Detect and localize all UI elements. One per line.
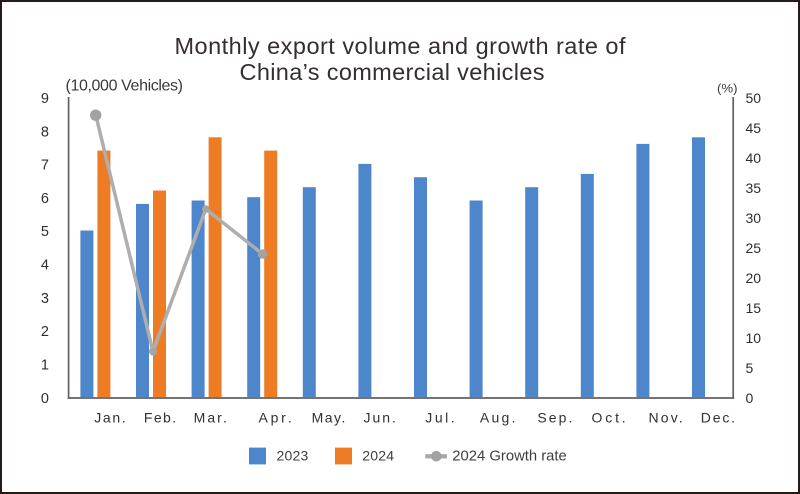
- svg-text:20: 20: [746, 270, 762, 286]
- svg-text:15: 15: [746, 300, 762, 316]
- svg-text:China’s commercial vehicles: China’s commercial vehicles: [240, 59, 545, 85]
- svg-text:(10,000 Vehicles): (10,000 Vehicles): [66, 78, 184, 95]
- svg-text:4: 4: [41, 258, 49, 274]
- svg-text:0: 0: [41, 391, 49, 407]
- svg-text:Apr.: Apr.: [258, 410, 291, 426]
- svg-text:10: 10: [746, 330, 762, 346]
- svg-text:May.: May.: [312, 410, 346, 426]
- svg-text:Jul.: Jul.: [425, 410, 454, 426]
- svg-text:25: 25: [746, 240, 762, 256]
- svg-text:Dec.: Dec.: [701, 410, 735, 426]
- svg-text:2023: 2023: [277, 448, 309, 464]
- svg-text:7: 7: [41, 158, 49, 174]
- svg-text:Jan.: Jan.: [94, 410, 126, 426]
- svg-text:Nov.: Nov.: [649, 410, 683, 426]
- svg-text:40: 40: [746, 150, 762, 166]
- svg-text:35: 35: [746, 180, 762, 196]
- svg-text:2024 Growth rate: 2024 Growth rate: [452, 449, 567, 465]
- svg-text:Sep.: Sep.: [537, 410, 572, 426]
- svg-text:Oct.: Oct.: [592, 410, 626, 426]
- svg-text:30: 30: [746, 210, 762, 226]
- svg-text:0: 0: [746, 390, 754, 406]
- svg-text:(%): (%): [717, 83, 738, 95]
- svg-text:5: 5: [41, 224, 49, 240]
- svg-text:5: 5: [746, 360, 754, 376]
- svg-text:Mar.: Mar.: [194, 410, 227, 426]
- svg-text:Jun.: Jun.: [364, 410, 396, 426]
- svg-text:9: 9: [41, 91, 49, 107]
- svg-text:1: 1: [41, 358, 49, 374]
- svg-text:2: 2: [41, 324, 49, 340]
- svg-text:50: 50: [746, 90, 762, 106]
- svg-text:3: 3: [41, 291, 49, 307]
- svg-text:8: 8: [41, 124, 49, 140]
- svg-text:2024: 2024: [362, 448, 394, 464]
- svg-text:Feb.: Feb.: [144, 410, 176, 426]
- svg-text:Monthly export volume and grow: Monthly export volume and growth rate of: [175, 33, 626, 59]
- svg-text:45: 45: [746, 120, 762, 136]
- svg-text:6: 6: [41, 191, 49, 207]
- svg-text:Aug.: Aug.: [480, 410, 516, 426]
